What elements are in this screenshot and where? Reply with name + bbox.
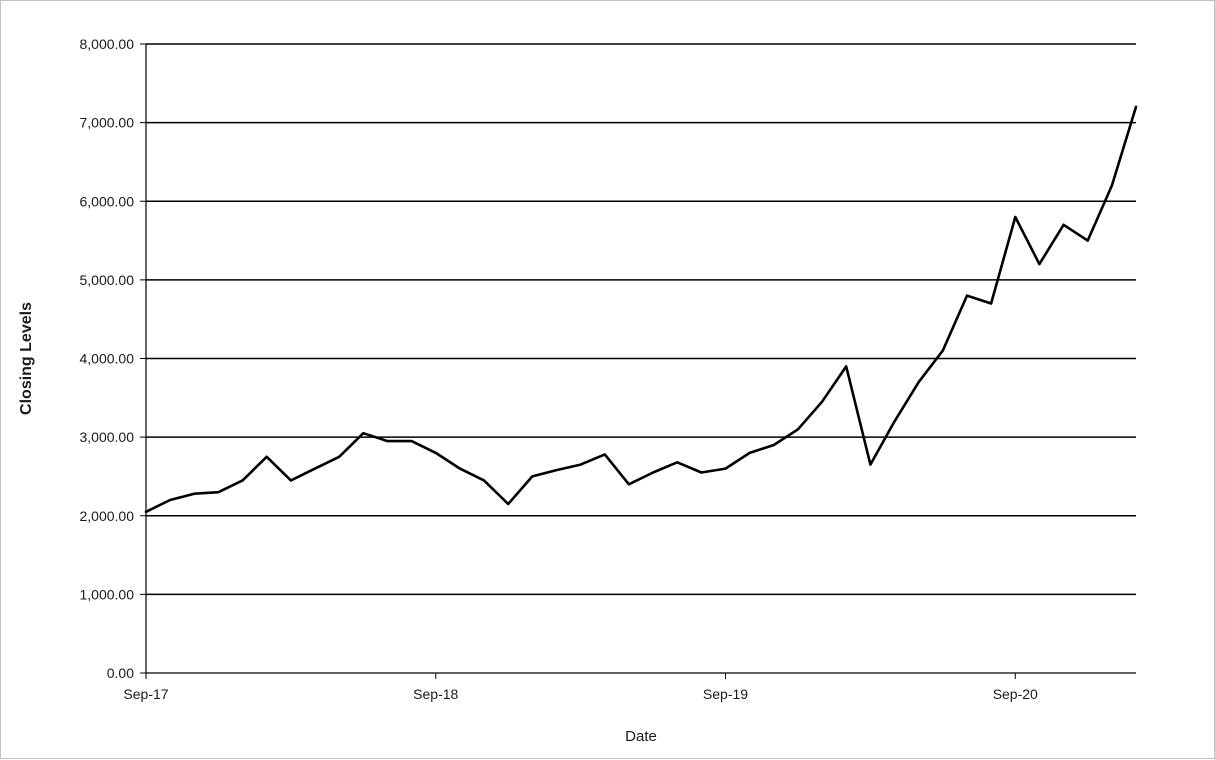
y-tick-label: 7,000.00 — [80, 115, 135, 131]
y-tick-label: 1,000.00 — [80, 586, 135, 602]
y-tick-label: 6,000.00 — [80, 193, 135, 209]
x-tick-label: Sep-19 — [703, 686, 748, 702]
y-tick-label: 8,000.00 — [80, 36, 135, 52]
series-line — [144, 105, 1138, 514]
tick-labels: 0.00 1,000.00 2,000.00 3,000.00 4,000.00 5,00… — [80, 36, 1039, 702]
y-tick-label: 0.00 — [107, 665, 134, 681]
x-tick-label: Sep-17 — [123, 686, 168, 702]
series-layer — [144, 105, 1138, 514]
y-tick-label: 4,000.00 — [80, 351, 135, 367]
y-axis-title: Closing Levels — [18, 302, 35, 415]
x-tick-label: Sep-18 — [413, 686, 458, 702]
x-tick-label: Sep-20 — [993, 686, 1038, 702]
y-tick-label: 5,000.00 — [80, 272, 135, 288]
y-tick-label: 3,000.00 — [80, 429, 135, 445]
x-axis-title: Date — [625, 728, 657, 745]
axes — [140, 43, 1136, 679]
gridlines — [146, 43, 1136, 596]
y-tick-label: 2,000.00 — [80, 508, 135, 524]
